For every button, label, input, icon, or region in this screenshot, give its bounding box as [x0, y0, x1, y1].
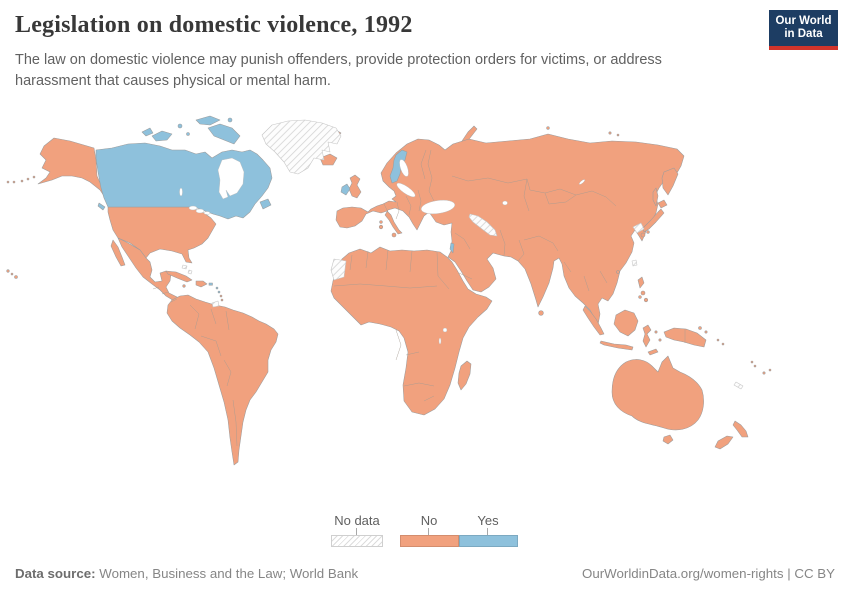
region-ireland[interactable] — [340, 183, 351, 196]
legend-swatch-no[interactable] — [400, 535, 459, 547]
region-trinidad[interactable] — [211, 300, 220, 308]
country-borders — [152, 149, 686, 447]
chart-subtitle: The law on domestic violence may punish … — [15, 52, 662, 89]
owid-logo[interactable]: Our World in Data — [769, 10, 838, 50]
regions-no-data — [181, 119, 744, 390]
region-rest-of-world[interactable] — [6, 125, 772, 466]
legend-label-no: No — [420, 513, 438, 528]
region-bahamas[interactable] — [181, 264, 188, 270]
region-bahamas-2[interactable] — [187, 269, 193, 275]
legend-label-yes: Yes — [477, 513, 499, 528]
region-new-caledonia[interactable] — [733, 381, 744, 390]
legend-label-no-data: No data — [334, 513, 380, 528]
region-israel[interactable] — [449, 242, 455, 254]
data-source: Data source: Women, Business and the Law… — [15, 566, 358, 581]
chart-title: Legislation on domestic violence, 1992 — [15, 12, 413, 38]
credit-link[interactable]: OurWorldinData.org/women-rights | CC BY — [582, 566, 835, 581]
logo-line1: Our World — [775, 15, 832, 28]
legend-tick-no — [428, 528, 429, 535]
region-canada-baffin-island[interactable] — [207, 123, 241, 145]
region-canada-newfoundland[interactable] — [259, 198, 272, 210]
data-source-value: Women, Business and the Law; World Bank — [95, 566, 359, 581]
world-map — [0, 110, 850, 512]
region-canada-banks-island[interactable] — [141, 127, 154, 137]
region-puerto-rico[interactable] — [208, 282, 213, 286]
legend-swatch-no-data[interactable] — [331, 535, 383, 547]
footer: Data source: Women, Business and the Law… — [15, 566, 835, 581]
region-western-sahara[interactable] — [330, 258, 347, 281]
region-canada-victoria-island[interactable] — [151, 130, 173, 142]
lakes — [179, 157, 585, 345]
data-source-label: Data source: — [15, 566, 96, 581]
region-greenland[interactable] — [261, 119, 342, 175]
region-canada-ellesmere-island[interactable] — [195, 115, 221, 126]
caspian-sea — [468, 213, 498, 237]
legend-swatch-yes[interactable] — [459, 535, 518, 547]
region-north-korea[interactable] — [632, 222, 645, 234]
region-taiwan[interactable] — [631, 259, 638, 267]
logo-line2: in Data — [784, 28, 823, 40]
legend-tick-yes — [487, 528, 488, 535]
region-canada-vancouver-island[interactable] — [97, 202, 106, 211]
region-sweden[interactable] — [389, 149, 408, 184]
legend-tick-no-data — [356, 528, 357, 535]
